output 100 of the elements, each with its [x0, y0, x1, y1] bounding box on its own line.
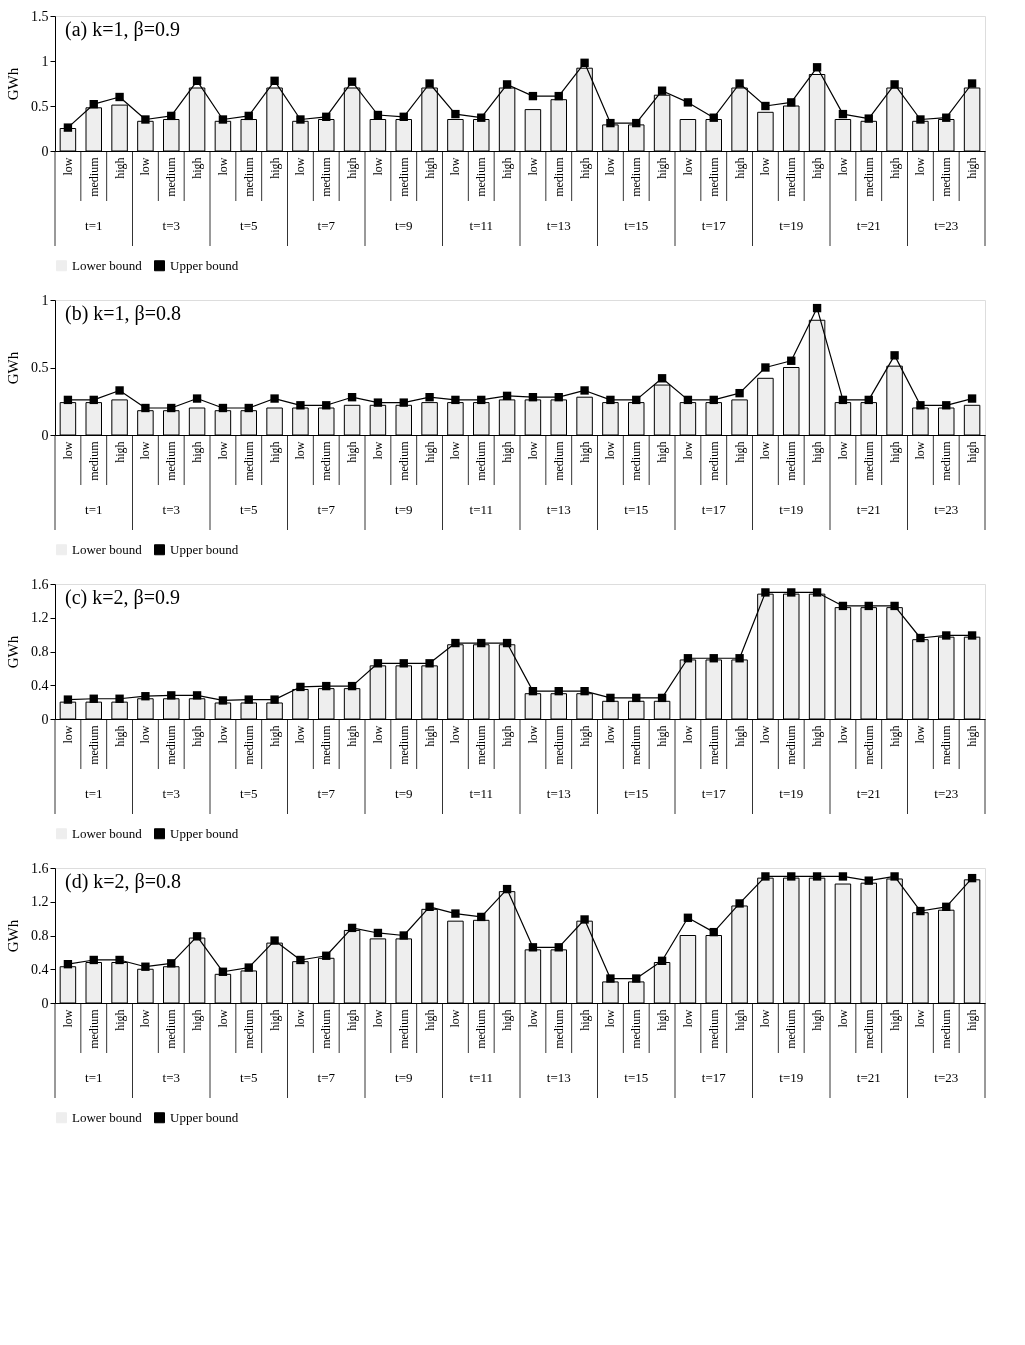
x-tick-label: low: [680, 441, 695, 460]
x-tick-label: medium: [319, 1008, 334, 1049]
x-tick-label: high: [267, 441, 282, 463]
point: [347, 77, 357, 86]
x-tick-label: medium: [396, 440, 411, 481]
x-tick-label: low: [370, 157, 385, 176]
text: t=3: [162, 786, 180, 801]
x-tick-label: low: [138, 1009, 153, 1028]
point: [683, 654, 693, 663]
y-axis-title: GWh: [5, 635, 21, 669]
x-tick-label: high: [965, 441, 980, 463]
text: t=15: [624, 502, 649, 517]
point: [942, 631, 951, 640]
point: [787, 872, 796, 881]
point: [244, 403, 253, 413]
point: [399, 659, 408, 668]
point: [554, 91, 563, 101]
point: [838, 601, 848, 611]
point: [502, 638, 512, 648]
point: [657, 956, 667, 965]
x-tick-label: high: [500, 725, 515, 747]
text: t=1: [85, 218, 103, 233]
x-tick-label: high: [345, 1009, 360, 1031]
point: [373, 110, 383, 120]
x-tick-label: medium: [861, 440, 876, 481]
x-tick-label: medium: [164, 1008, 179, 1049]
text: t=15: [624, 218, 649, 233]
point: [890, 872, 899, 881]
point: [761, 363, 770, 372]
x-tick-label: medium: [939, 1008, 954, 1049]
text: t=5: [240, 218, 258, 233]
point: [709, 927, 718, 937]
point: [657, 693, 667, 703]
point: [192, 932, 202, 941]
x-tick-label: medium: [86, 440, 101, 481]
point: [322, 401, 331, 410]
text: t=21: [856, 502, 881, 517]
x-tick-label: medium: [241, 1008, 256, 1049]
x-tick-label: medium: [474, 1008, 489, 1049]
x-tick-label: low: [215, 157, 230, 176]
y-axis-title: GWh: [5, 67, 21, 101]
point: [606, 118, 615, 128]
x-tick-label: low: [603, 1009, 618, 1028]
x-tick-label: medium: [629, 156, 644, 197]
point: [606, 395, 615, 405]
point: [63, 695, 73, 704]
point: [451, 109, 460, 119]
point: [477, 395, 486, 405]
point: [218, 967, 228, 976]
point: [477, 113, 486, 122]
point: [864, 876, 873, 885]
legend-label: Lower bound: [72, 257, 143, 273]
text: t=1: [85, 502, 103, 517]
x-tick-label: high: [810, 1009, 825, 1031]
x-tick-label: high: [965, 725, 980, 747]
x-tick-label: high: [577, 157, 592, 179]
point: [967, 394, 977, 403]
text: t=7: [317, 786, 336, 801]
point: [244, 111, 253, 121]
x-tick-label: low: [138, 157, 153, 176]
point: [347, 923, 357, 933]
point: [890, 351, 899, 360]
point: [709, 654, 718, 663]
chart-title: (c) k=2, β=0.9: [65, 586, 180, 609]
x-tick-label: low: [758, 157, 773, 176]
legend-label: Upper bound: [170, 1109, 239, 1125]
point: [89, 694, 98, 703]
text: t=1: [85, 1070, 103, 1085]
x-tick-label: medium: [241, 724, 256, 765]
x-tick-label: high: [422, 157, 437, 179]
point: [683, 395, 693, 405]
legend-label: Lower bound: [72, 825, 143, 841]
x-tick-label: high: [422, 1009, 437, 1031]
point: [192, 691, 202, 700]
x-tick-label: low: [448, 725, 463, 744]
x-tick-label: medium: [939, 440, 954, 481]
text: t=23: [934, 502, 959, 517]
text: t=3: [162, 502, 180, 517]
point: [115, 386, 124, 395]
point: [916, 401, 925, 410]
x-tick-label: medium: [784, 156, 799, 197]
x-tick-label: low: [680, 1009, 695, 1028]
x-tick-label: high: [345, 725, 360, 747]
point: [270, 695, 279, 704]
x-tick-label: high: [577, 725, 592, 747]
x-tick-label: medium: [86, 1008, 101, 1049]
point: [296, 401, 305, 410]
y-tick-label: 1.5: [31, 8, 49, 24]
x-tick-label: low: [758, 1009, 773, 1028]
point: [761, 588, 770, 597]
text: t=7: [317, 218, 336, 233]
x-tick-label: medium: [551, 156, 566, 197]
x-tick-label: low: [835, 725, 850, 744]
point: [838, 395, 848, 405]
legend-label: Upper bound: [170, 541, 239, 557]
point: [787, 356, 796, 365]
x-tick-label: low: [370, 441, 385, 460]
point: [709, 113, 718, 122]
point: [451, 638, 460, 648]
point: [967, 873, 977, 883]
